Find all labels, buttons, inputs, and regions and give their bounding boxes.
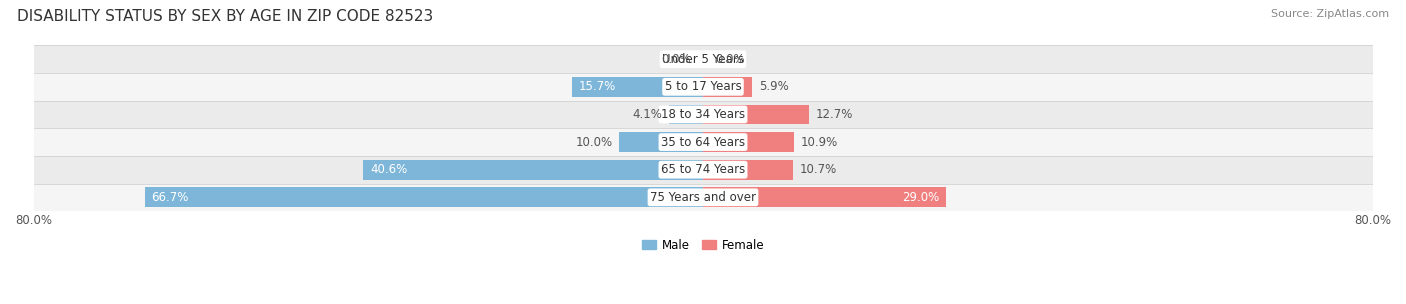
Bar [572,77,703,97]
Bar [34,156,1372,184]
Text: 29.0%: 29.0% [901,191,939,204]
Bar [703,105,810,124]
Bar [703,132,794,152]
Bar [145,187,703,207]
Legend: Male, Female: Male, Female [641,239,765,252]
Text: 75 Years and over: 75 Years and over [650,191,756,204]
Bar [34,128,1372,156]
Text: 4.1%: 4.1% [633,108,662,121]
Bar [34,184,1372,211]
Text: 12.7%: 12.7% [815,108,853,121]
Text: Source: ZipAtlas.com: Source: ZipAtlas.com [1271,9,1389,19]
Text: 0.0%: 0.0% [716,53,745,66]
Bar [34,45,1372,73]
Text: 40.6%: 40.6% [370,163,408,176]
Text: 15.7%: 15.7% [578,80,616,93]
Text: 5 to 17 Years: 5 to 17 Years [665,80,741,93]
Text: 0.0%: 0.0% [661,53,690,66]
Text: DISABILITY STATUS BY SEX BY AGE IN ZIP CODE 82523: DISABILITY STATUS BY SEX BY AGE IN ZIP C… [17,9,433,24]
Bar [703,187,946,207]
Text: 10.0%: 10.0% [575,136,613,149]
Text: 10.9%: 10.9% [801,136,838,149]
Text: 65 to 74 Years: 65 to 74 Years [661,163,745,176]
Text: 66.7%: 66.7% [152,191,188,204]
Text: 18 to 34 Years: 18 to 34 Years [661,108,745,121]
Text: 10.7%: 10.7% [799,163,837,176]
Bar [669,105,703,124]
Text: 5.9%: 5.9% [759,80,789,93]
Text: Under 5 Years: Under 5 Years [662,53,744,66]
Text: 35 to 64 Years: 35 to 64 Years [661,136,745,149]
Bar [34,73,1372,101]
Bar [619,132,703,152]
Bar [363,160,703,180]
Bar [703,77,752,97]
Bar [703,160,793,180]
Bar [34,101,1372,128]
